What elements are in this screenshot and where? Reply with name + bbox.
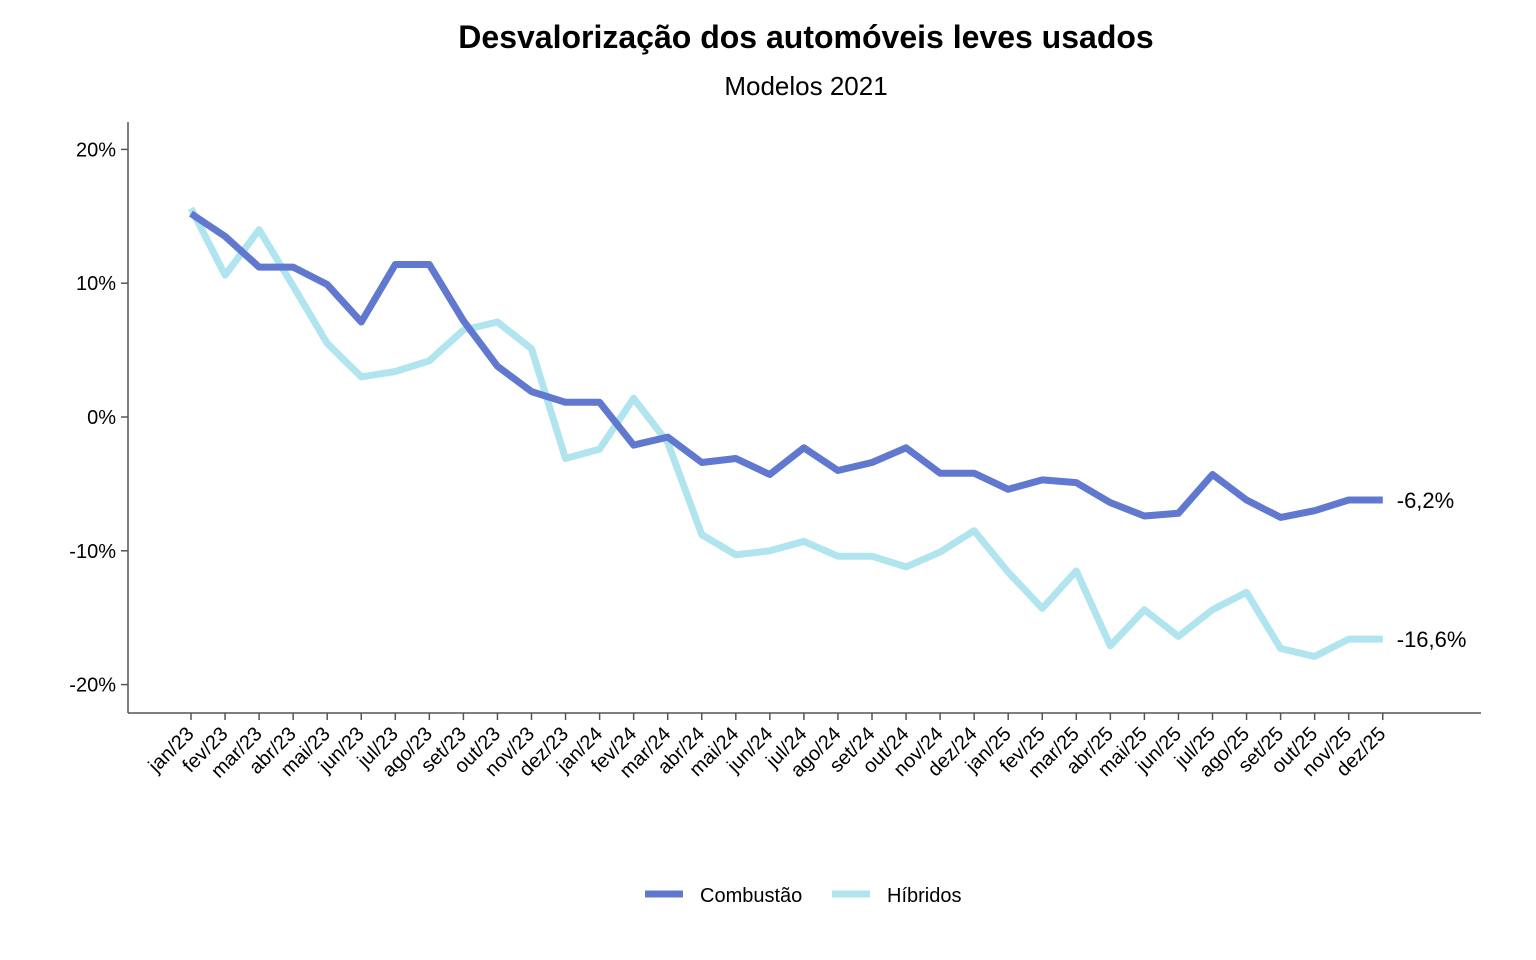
y-tick-label: 20% — [76, 139, 116, 161]
y-tick-label: 0% — [87, 407, 116, 429]
x-ticks: jan/23fev/23mar/23abr/23mai/23jun/23jul/… — [144, 713, 1390, 783]
chart-subtitle: Modelos 2021 — [724, 71, 887, 101]
legend-label-combustao: Combustão — [700, 885, 802, 907]
y-ticks: 20% 10% 0% -10% -20% — [69, 139, 128, 697]
chart-title: Desvalorização dos automóveis leves usad… — [458, 19, 1153, 55]
series-lines — [187, 206, 1383, 660]
series-line-combustao — [189, 210, 1383, 521]
axes — [127, 122, 1481, 714]
y-tick-label: -10% — [69, 541, 116, 563]
legend: Combustão Híbridos — [645, 885, 961, 907]
end-label-hibridos: -16,6% — [1397, 627, 1467, 652]
legend-label-hibridos: Híbridos — [887, 885, 961, 907]
y-tick-label: -20% — [69, 675, 116, 697]
end-labels: -16,6% -6,2% — [1397, 488, 1467, 652]
end-label-combustao: -6,2% — [1397, 488, 1454, 513]
series-line-hibridos — [187, 206, 1383, 660]
y-tick-label: 10% — [76, 273, 116, 295]
